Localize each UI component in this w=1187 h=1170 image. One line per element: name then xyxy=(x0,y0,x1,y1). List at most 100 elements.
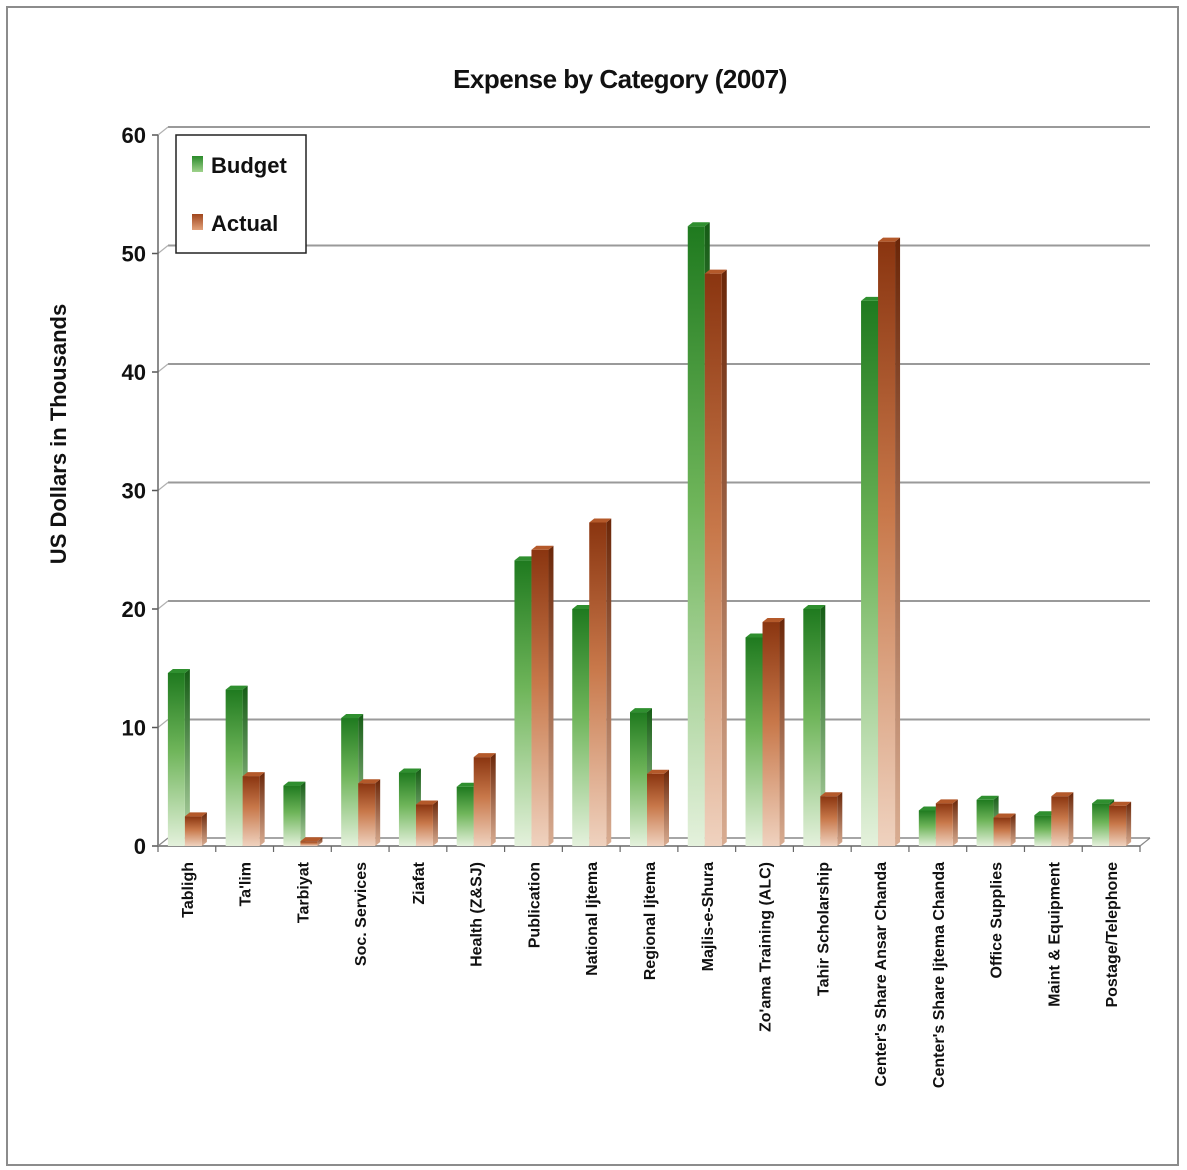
bar-actual xyxy=(300,841,318,846)
bar-side-actual xyxy=(548,545,554,846)
bar-side-actual xyxy=(721,269,727,846)
bar-budget xyxy=(398,772,416,846)
floor-edge-right xyxy=(1139,837,1151,847)
bar-budget xyxy=(1034,815,1052,846)
legend: Budget Actual xyxy=(175,134,307,254)
bar-top-actual xyxy=(1109,801,1132,806)
bar-top-actual xyxy=(358,779,381,784)
bar-top-actual xyxy=(878,237,901,242)
bar-side-budget xyxy=(300,781,306,846)
bar-actual xyxy=(358,783,376,846)
bar-budget xyxy=(918,810,936,846)
bar-side-actual xyxy=(201,812,207,846)
legend-swatch-actual xyxy=(192,214,203,230)
bar-side-actual xyxy=(837,792,843,846)
bar-top-budget xyxy=(687,222,710,227)
bar-budget xyxy=(341,718,359,846)
bar-actual xyxy=(704,273,722,846)
bar-top-actual xyxy=(762,618,785,623)
bar-top-budget xyxy=(167,668,190,673)
gridline-diagonal xyxy=(157,482,169,491)
bar-top-actual xyxy=(1051,792,1074,797)
bar-budget xyxy=(283,785,301,846)
bar-actual xyxy=(589,522,607,846)
bar-top-actual xyxy=(473,753,496,758)
bar-actual xyxy=(184,816,202,846)
bar-side-budget xyxy=(184,668,190,846)
bar-budget xyxy=(572,609,590,846)
bar-budget xyxy=(976,799,994,846)
x-tick-label: Ta'lim xyxy=(238,862,255,906)
bar-budget xyxy=(514,560,532,846)
bar-side-actual xyxy=(664,769,669,846)
bar-top-budget xyxy=(1092,799,1115,804)
bar-top-actual xyxy=(415,800,438,805)
x-tick-label: National Ijtema xyxy=(584,862,601,976)
bar-side-actual xyxy=(1126,801,1132,846)
x-tick-label: Publication xyxy=(526,862,543,948)
bar-top-budget xyxy=(745,633,768,638)
bar-top-budget xyxy=(572,605,595,609)
bar-top-budget xyxy=(1034,811,1057,816)
chart-title: Expense by Category (2007) xyxy=(453,64,787,94)
y-tick-labels: 0 10 20 30 40 50 60 xyxy=(122,123,146,859)
floor-edge xyxy=(157,837,169,847)
bar-budget xyxy=(745,637,763,846)
gridline-diagonal xyxy=(157,245,169,254)
y-tick-label: 60 xyxy=(122,123,146,148)
bar-side-actual xyxy=(779,618,785,846)
y-tick-label: 40 xyxy=(122,360,146,385)
x-tick-label: Center's Share Ansar Chanda xyxy=(873,862,890,1087)
bars xyxy=(167,222,1132,846)
bar-top-actual xyxy=(993,813,1016,818)
bar-top-actual xyxy=(300,837,323,842)
bar-top-budget xyxy=(803,605,826,609)
bar-top-actual xyxy=(589,518,612,523)
bar-top-budget xyxy=(861,296,884,301)
x-tick-label: Center's Share Ijtema Chanda xyxy=(931,862,948,1088)
bar-top-budget xyxy=(341,714,364,719)
bar-budget xyxy=(803,609,821,846)
bar-top-actual xyxy=(184,812,207,817)
bar-actual xyxy=(762,622,780,846)
bar-top-actual xyxy=(647,769,669,774)
x-tick-label: Majlis-e-Shura xyxy=(700,862,717,971)
bar-side-actual xyxy=(490,753,496,846)
y-axis-label: US Dollars in Thousands xyxy=(46,304,71,564)
bar-actual xyxy=(531,549,549,846)
legend-label-budget: Budget xyxy=(211,153,287,178)
legend-label-actual: Actual xyxy=(211,211,278,236)
x-tick-label: Office Supplies xyxy=(989,862,1006,979)
bar-side-actual xyxy=(952,799,958,846)
bar-budget xyxy=(1092,803,1110,846)
bar-top-actual xyxy=(935,799,958,804)
bar-actual xyxy=(935,803,953,846)
bar-actual xyxy=(1051,796,1069,846)
y-tick-label: 0 xyxy=(134,834,146,859)
legend-box xyxy=(175,134,307,254)
x-tick-label: Ziafat xyxy=(411,861,428,904)
x-tick-label: Health (Z&SJ) xyxy=(469,862,486,967)
x-tick-labels: Tabligh Ta'lim Tarbiyat Soc. Services Ziafat… xyxy=(180,861,1121,1088)
bar-budget xyxy=(630,712,647,846)
bar-actual xyxy=(820,796,838,846)
bar-side-actual xyxy=(375,779,381,846)
bar-actual xyxy=(1109,805,1127,846)
gridline-diagonal xyxy=(157,719,169,728)
gridline-diagonal xyxy=(157,600,169,610)
x-tick-label: Zo'ama Training (ALC) xyxy=(758,862,775,1032)
bar-top-actual xyxy=(820,792,843,797)
bar-top-budget xyxy=(225,685,248,690)
y-tick-label: 20 xyxy=(122,597,146,622)
x-tick-label: Tarbiyat xyxy=(295,861,312,923)
bar-budget xyxy=(167,672,185,846)
x-tick-label: Soc. Services xyxy=(353,862,370,966)
bar-top-budget xyxy=(514,556,537,561)
bar-side-actual xyxy=(259,772,265,846)
bar-top-budget xyxy=(918,806,941,811)
y-tick-label: 10 xyxy=(122,716,146,741)
gridline-diagonal xyxy=(157,363,169,373)
bar-side-budget xyxy=(820,605,826,846)
bar-budget xyxy=(687,226,705,846)
